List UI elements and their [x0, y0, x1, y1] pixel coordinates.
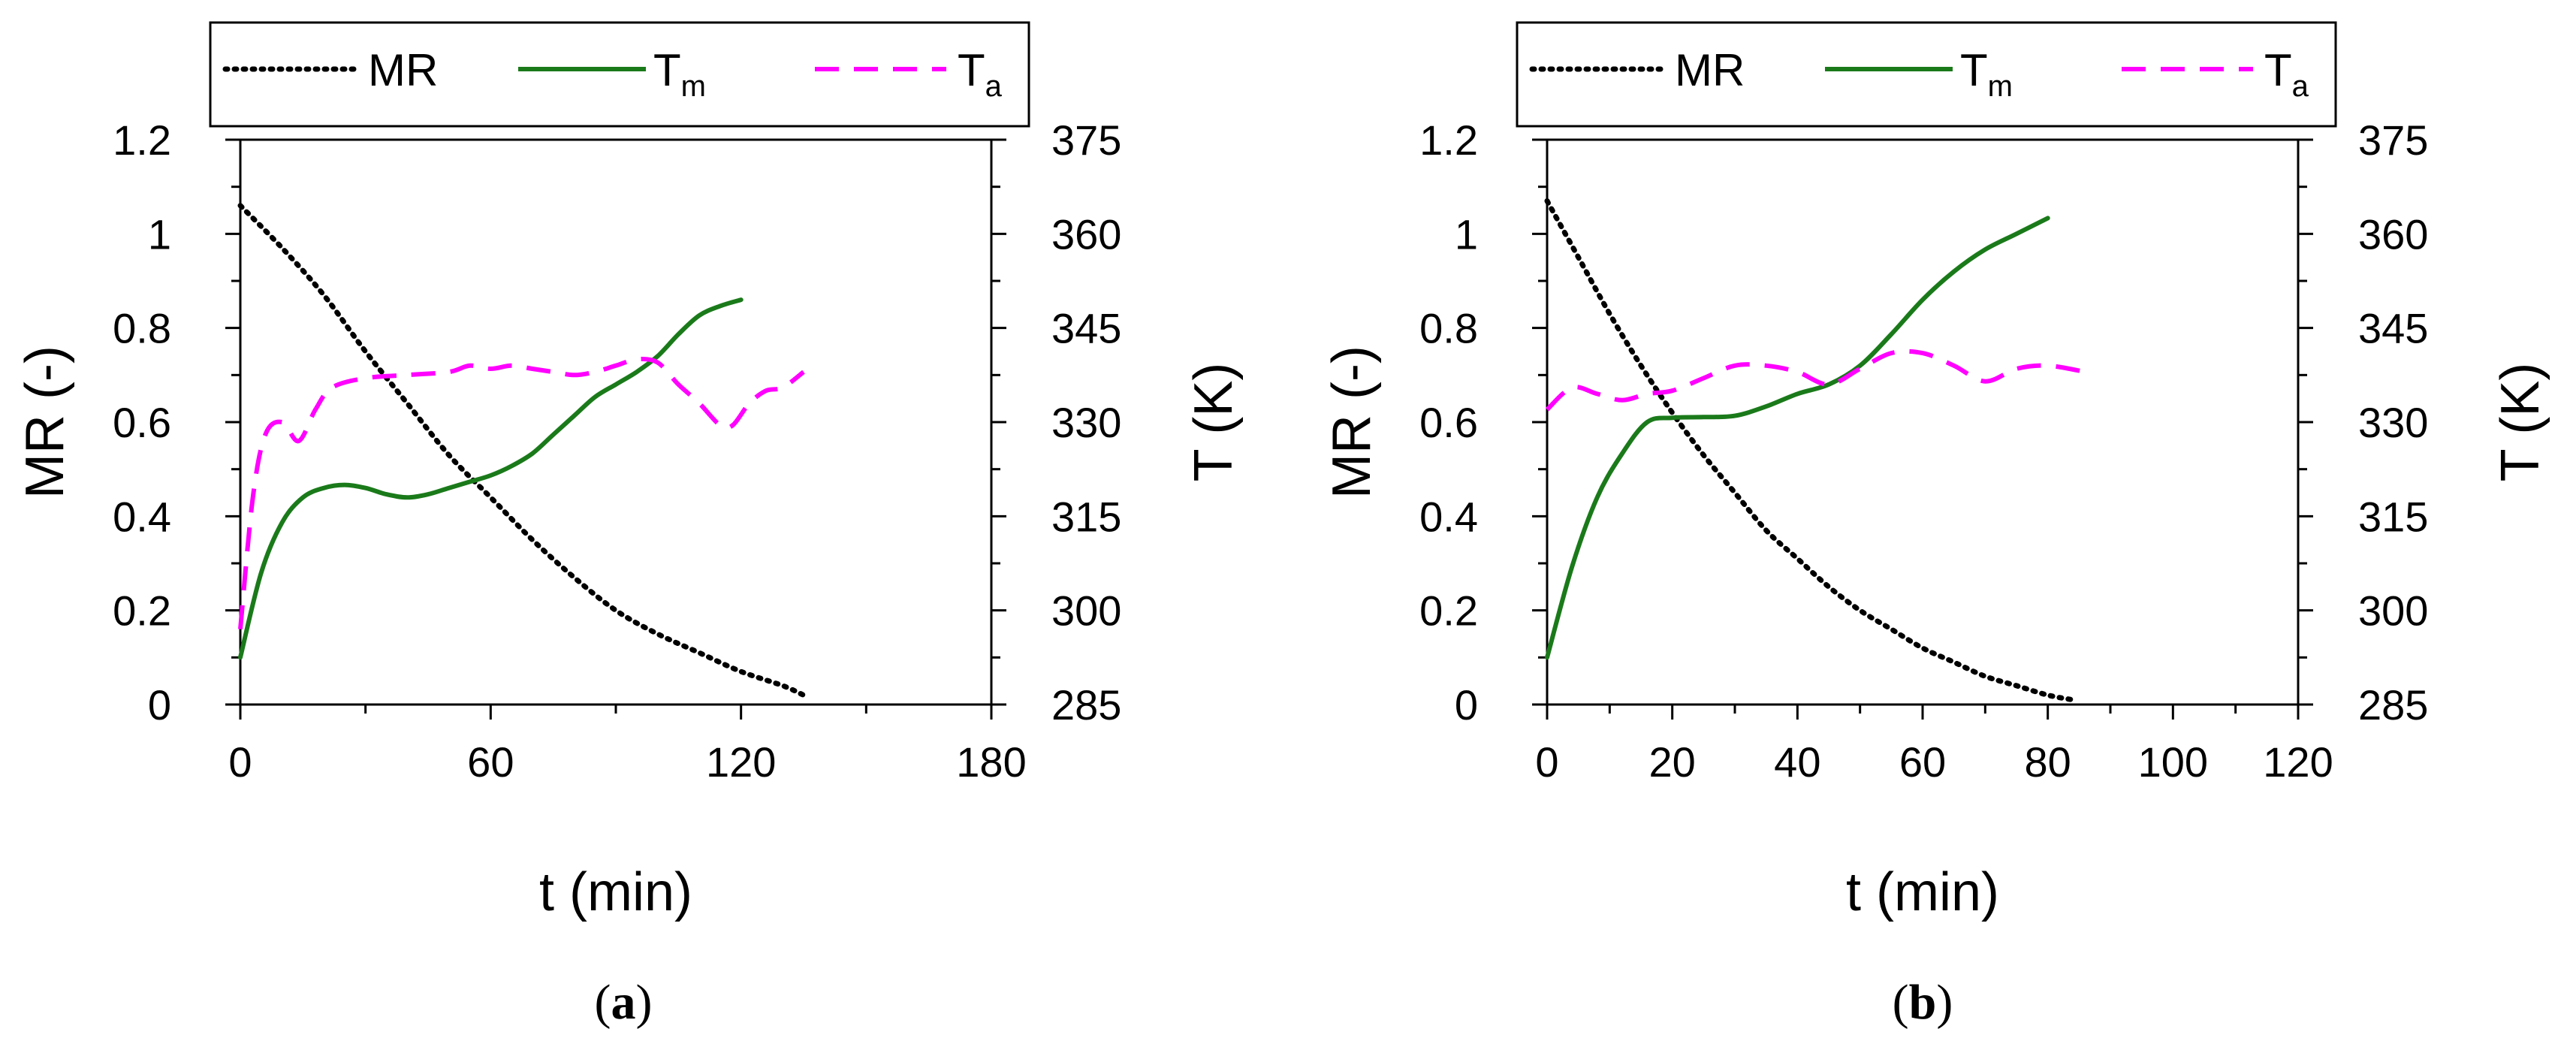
- y-tick-label: 0.2: [113, 587, 171, 635]
- y2-tick-label: 285: [2358, 681, 2428, 729]
- panel-label-b: (b): [1893, 975, 1953, 1030]
- legend-label-ta-a: Ta: [958, 45, 1003, 103]
- x-tick-label: 0: [228, 738, 252, 786]
- x-tick-label: 40: [1774, 738, 1820, 786]
- x-tick-label: 20: [1649, 738, 1696, 786]
- y-tick-label: 0: [148, 681, 171, 729]
- y-tick-label: 1: [1455, 210, 1478, 258]
- y-tick-label: 0.6: [1419, 399, 1478, 446]
- series-line-mr-a: [237, 203, 807, 698]
- y2-ticks-b: 285 300 315 330 345 360 375: [2298, 116, 2428, 729]
- legend-a: MR Tm Ta: [209, 21, 1030, 128]
- x-tick-label: 120: [2263, 738, 2333, 786]
- y2-tick-label: 360: [1051, 210, 1121, 258]
- legend-b: MR Tm Ta: [1516, 21, 2337, 128]
- x-axis-label-a: t (min): [539, 862, 692, 922]
- y-ticks-b: 0 0.2 0.4 0.6 0.8 1 1.2: [1419, 116, 1547, 729]
- legend-frame-b: [1516, 21, 2337, 128]
- y-axis-label-b: MR (-): [1322, 345, 1382, 499]
- y-tick-label: 0.2: [1419, 587, 1478, 635]
- series-line-mr-b: [1544, 198, 2076, 703]
- x-tick-label: 60: [467, 738, 514, 786]
- x-tick-label: 120: [706, 738, 776, 786]
- series-layer-b: [1544, 198, 2086, 703]
- y2-tick-label: 375: [1051, 116, 1121, 164]
- x-tick-label: 60: [1899, 738, 1946, 786]
- plot-frame-a: [239, 138, 993, 706]
- y-tick-label: 1.2: [113, 116, 171, 164]
- legend-frame-a: [209, 21, 1030, 128]
- y-tick-label: 1: [148, 210, 171, 258]
- series-line-tm-a: [238, 297, 744, 660]
- y2-tick-label: 330: [2358, 399, 2428, 446]
- y2-tick-label: 360: [2358, 210, 2428, 258]
- y2-tick-label: 330: [1051, 399, 1121, 446]
- y2-axis-label-a: T (K): [1184, 363, 1244, 482]
- y-ticks-a: 0 0.2 0.4 0.6 0.8 1 1.2: [113, 116, 240, 729]
- y2-tick-label: 345: [2358, 305, 2428, 352]
- y2-tick-label: 300: [2358, 587, 2428, 635]
- chart-panel-a: MR Tm Ta 0 60 120 180 0 0.2 0.4 0.6 0.8 1 1.2 285…: [15, 21, 1244, 1030]
- y-tick-label: 1.2: [1419, 116, 1478, 164]
- chart-panel-b: MR Tm Ta 0 20 40 60 80 100 120 0 0.2 0.4 0.6 0.8 1 1…: [1322, 21, 2550, 1030]
- y-tick-label: 0.8: [1419, 305, 1478, 352]
- y2-tick-label: 315: [2358, 493, 2428, 540]
- x-tick-label: 100: [2138, 738, 2208, 786]
- y-tick-label: 0.4: [1419, 493, 1478, 540]
- y-axis-label-a: MR (-): [15, 345, 75, 499]
- x-ticks-b: 0 20 40 60 80 100 120: [1535, 705, 2333, 786]
- y2-tick-label: 345: [1051, 305, 1121, 352]
- series-line-ta-a: [238, 356, 805, 629]
- legend-label-mr-a: MR: [368, 45, 438, 95]
- y2-ticks-a: 285 300 315 330 345 360 375: [991, 116, 1121, 729]
- series-layer-a: [237, 203, 807, 698]
- x-tick-label: 0: [1535, 738, 1558, 786]
- plot-frame-b: [1546, 138, 2300, 706]
- legend-label-tm-b: Tm: [1960, 45, 2013, 103]
- legend-label-tm-a: Tm: [653, 45, 706, 103]
- series-line-tm-b: [1545, 216, 2050, 660]
- series-line-ta-b: [1545, 349, 2086, 412]
- y-tick-label: 0.6: [113, 399, 171, 446]
- x-tick-label: 180: [956, 738, 1026, 786]
- x-axis-label-b: t (min): [1846, 862, 1999, 922]
- legend-label-ta-b: Ta: [2264, 45, 2309, 103]
- x-ticks-a: 0 60 120 180: [228, 705, 1027, 786]
- legend-label-mr-b: MR: [1675, 45, 1745, 95]
- y2-tick-label: 375: [2358, 116, 2428, 164]
- panel-label-a: (a): [595, 975, 653, 1030]
- y-tick-label: 0.8: [113, 305, 171, 352]
- y2-tick-label: 300: [1051, 587, 1121, 635]
- x-tick-label: 80: [2025, 738, 2071, 786]
- y-tick-label: 0: [1455, 681, 1478, 729]
- y2-axis-label-b: T (K): [2490, 363, 2550, 482]
- y2-tick-label: 285: [1051, 681, 1121, 729]
- y-tick-label: 0.4: [113, 493, 171, 540]
- y2-tick-label: 315: [1051, 493, 1121, 540]
